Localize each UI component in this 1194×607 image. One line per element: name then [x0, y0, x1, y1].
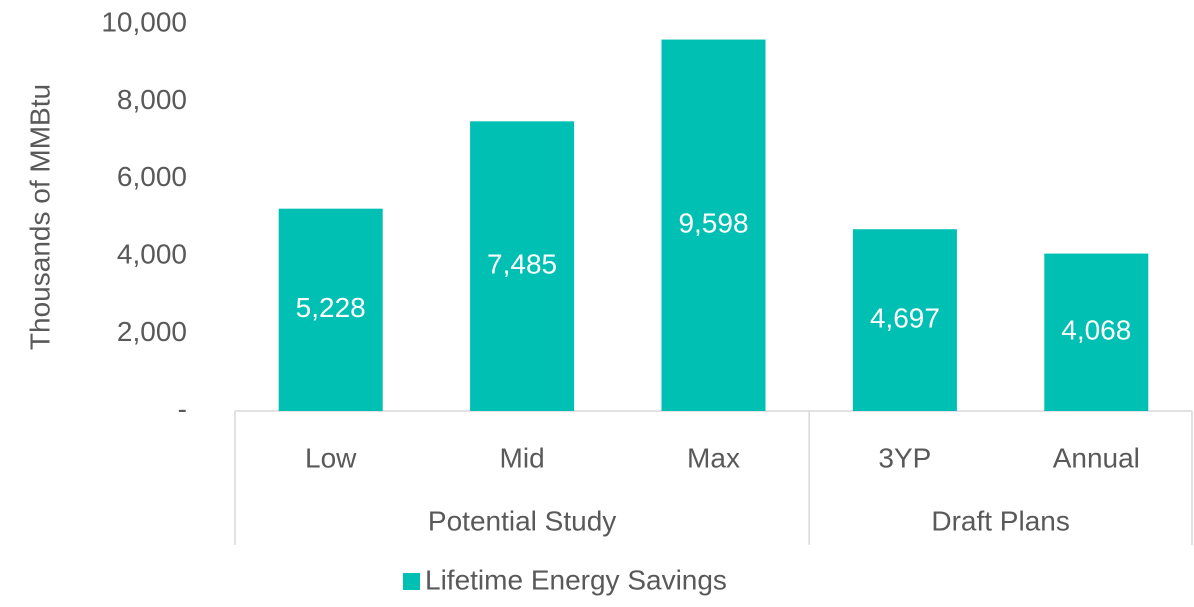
y-axis-label: Thousands of MMBtu	[24, 84, 55, 350]
y-tick-label: -	[178, 393, 187, 424]
y-tick-label: 4,000	[117, 239, 187, 270]
data-label: 9,598	[678, 208, 748, 239]
y-tick-label: 10,000	[101, 6, 187, 37]
data-label: 7,485	[487, 249, 557, 280]
bar	[278, 208, 383, 411]
y-tick-label: 6,000	[117, 161, 187, 192]
y-tick-label: 8,000	[117, 84, 187, 115]
x-tick-label: Max	[687, 442, 740, 473]
data-label: 4,068	[1061, 315, 1131, 346]
legend-label: Lifetime Energy Savings	[425, 564, 727, 595]
bar	[1044, 253, 1149, 411]
bar	[852, 229, 957, 411]
data-label: 4,697	[870, 303, 940, 334]
x-tick-label: Mid	[500, 442, 545, 473]
group-label: Potential Study	[428, 505, 616, 536]
bar	[661, 39, 766, 411]
bar	[470, 121, 575, 411]
legend-swatch	[403, 573, 420, 590]
x-tick-label: Annual	[1053, 442, 1140, 473]
x-tick-label: Low	[305, 442, 357, 473]
y-tick-label: 2,000	[117, 316, 187, 347]
x-tick-label: 3YP	[878, 442, 931, 473]
data-label: 5,228	[296, 292, 366, 323]
group-label: Draft Plans	[931, 505, 1070, 536]
